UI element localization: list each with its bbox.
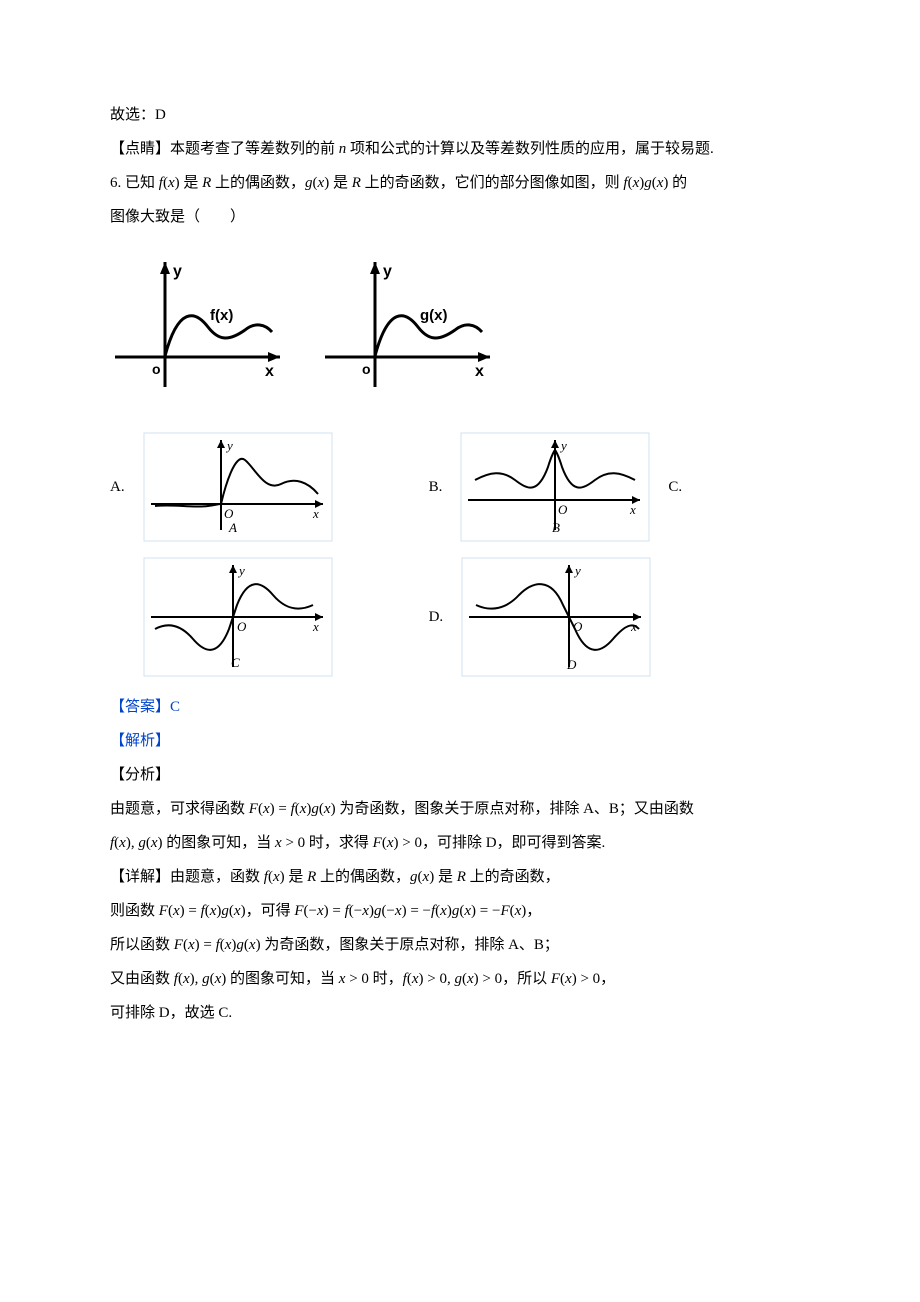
origin-label: O xyxy=(573,619,583,634)
axis-label-y: y xyxy=(173,263,182,280)
given-graphs-row: y x o f(x) y x o g(x) xyxy=(110,252,810,402)
axis-label-x: x xyxy=(629,502,636,517)
axis-label-x: x xyxy=(475,363,484,380)
fenxi-line: 【分析】 xyxy=(110,760,810,790)
answer-text: 【答案】C xyxy=(110,699,180,715)
origin-label: O xyxy=(237,619,247,634)
func-label: f(x) xyxy=(210,307,233,324)
text: 【点睛】本题考查了等差数列的前 n 项和公式的计算以及等差数列性质的应用，属于较… xyxy=(110,141,714,157)
axis-label-x: x xyxy=(265,363,274,380)
dianjing-line: 【点睛】本题考查了等差数列的前 n 项和公式的计算以及等差数列性质的应用，属于较… xyxy=(110,134,810,164)
answer-line: 【答案】C xyxy=(110,692,810,722)
axis-label-y: y xyxy=(573,563,581,578)
tag-label: B xyxy=(552,520,560,535)
graph-option-b: y x O B xyxy=(460,432,650,542)
tag-label: C xyxy=(231,655,240,670)
question-6-line2: 图像大致是（ ） xyxy=(110,202,810,232)
axis-label-y: y xyxy=(225,438,233,453)
axis-label-x: x xyxy=(312,619,319,634)
origin-label: o xyxy=(362,361,371,377)
graph-fx: y x o f(x) xyxy=(110,252,290,402)
options-row-1: A. y x O A B. y x O B C. xyxy=(110,432,810,542)
para1: 由题意，可求得函数 F(x) = f(x)g(x) 为奇函数，图象关于原点对称，… xyxy=(110,794,810,824)
para5: 又由函数 f(x), g(x) 的图象可知，当 x > 0 时，f(x) > 0… xyxy=(110,964,810,994)
para6: 可排除 D，故选 C. xyxy=(110,998,810,1028)
tag-label: D xyxy=(566,657,577,672)
axis-label-y: y xyxy=(237,563,245,578)
origin-label: O xyxy=(224,506,234,521)
xiangshi-line: 【详解】由题意，函数 f(x) 是 R 上的偶函数，g(x) 是 R 上的奇函数… xyxy=(110,862,810,892)
jiexi-text: 【解析】 xyxy=(110,733,170,749)
option-b-label: B. xyxy=(429,472,443,502)
origin-label: o xyxy=(152,361,161,377)
jiexi-line: 【解析】 xyxy=(110,726,810,756)
graph-gx: y x o g(x) xyxy=(320,252,500,402)
func-label: g(x) xyxy=(420,307,448,324)
option-d-label: D. xyxy=(429,602,444,632)
option-c-trailing: C. xyxy=(668,472,682,502)
axis-label-x: x xyxy=(312,506,319,521)
text-line: 故选：D xyxy=(110,100,810,130)
graph-option-d: y x O D xyxy=(461,557,651,677)
options-row-2: A. y x O C D. y x O D xyxy=(110,557,810,677)
tag-label: A xyxy=(228,520,237,535)
para2: f(x), g(x) 的图象可知，当 x > 0 时，求得 F(x) > 0，可… xyxy=(110,828,810,858)
graph-option-a: y x O A xyxy=(143,432,333,542)
question-6-line1: 6. 已知 f(x) 是 R 上的偶函数，g(x) 是 R 上的奇函数，它们的部… xyxy=(110,168,810,198)
option-a-label: A. xyxy=(110,472,125,502)
graph-option-c: y x O C xyxy=(143,557,333,677)
para3: 则函数 F(x) = f(x)g(x)，可得 F(−x) = f(−x)g(−x… xyxy=(110,896,810,926)
axis-label-x: x xyxy=(630,619,637,634)
para4: 所以函数 F(x) = f(x)g(x) 为奇函数，图象关于原点对称，排除 A、… xyxy=(110,930,810,960)
axis-label-y: y xyxy=(383,263,392,280)
origin-label: O xyxy=(558,502,568,517)
axis-label-y: y xyxy=(559,438,567,453)
